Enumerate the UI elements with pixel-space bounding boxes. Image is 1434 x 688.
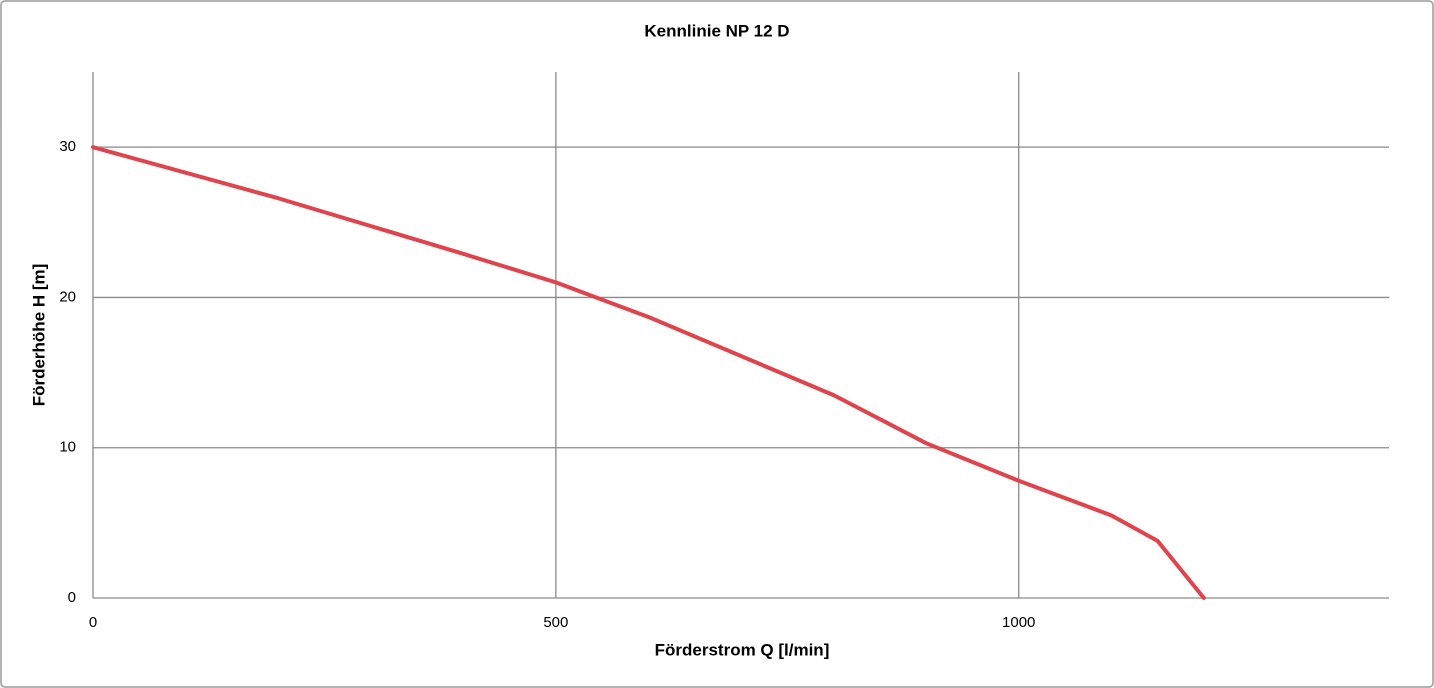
x-tick-label: 500 [543, 614, 568, 631]
chart-title: Kennlinie NP 12 D [644, 21, 789, 40]
y-tick-label: 20 [59, 288, 76, 305]
x-tick-label: 1000 [1002, 614, 1035, 631]
y-tick-label: 30 [59, 138, 76, 155]
x-axis-label: Förderstrom Q [l/min] [655, 640, 830, 659]
y-tick-label: 0 [68, 589, 76, 606]
y-tick-label: 10 [59, 439, 76, 456]
data-line [91, 145, 1206, 600]
x-tick-label: 0 [89, 614, 97, 631]
y-axis-label: Förderhöhe H [m] [29, 264, 48, 407]
